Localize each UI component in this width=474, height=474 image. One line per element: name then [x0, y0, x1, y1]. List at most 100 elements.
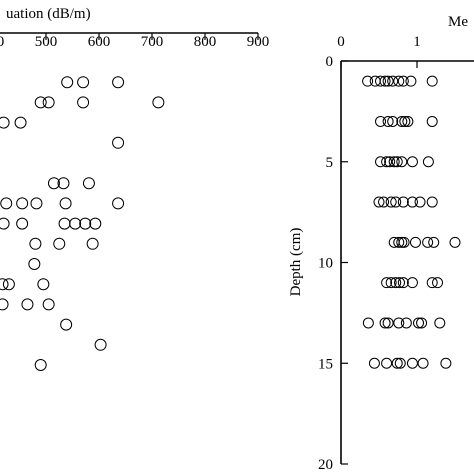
right-data-point — [375, 75, 387, 87]
right-data-point — [416, 317, 428, 329]
right-data-point — [398, 236, 410, 248]
right-data-point — [379, 317, 391, 329]
left-data-point — [42, 96, 55, 109]
left-x-tick-label: 600 — [88, 34, 111, 50]
right-y-tick-label: 10 — [318, 256, 333, 272]
right-data-point — [414, 196, 426, 208]
left-x-tick-label: 700 — [141, 34, 164, 50]
right-data-point — [406, 357, 418, 369]
left-data-point — [21, 298, 34, 311]
left-data-point — [86, 237, 99, 250]
right-data-point — [378, 196, 390, 208]
left-data-point — [29, 237, 42, 250]
left-data-point — [16, 217, 29, 230]
left-data-point — [60, 318, 73, 331]
left-data-point — [0, 298, 9, 311]
left-data-point — [0, 197, 13, 210]
right-data-point — [399, 115, 411, 127]
left-x-ticks: 00400500600700800900 — [0, 33, 269, 50]
right-data-point — [434, 317, 446, 329]
left-data-point — [0, 278, 9, 291]
right-data-point — [397, 277, 409, 289]
right-data-point — [362, 317, 374, 329]
right-data-point — [390, 196, 402, 208]
left-data-point — [34, 359, 47, 371]
right-data-point — [426, 115, 438, 127]
right-data-point — [440, 357, 452, 369]
right-data-point — [391, 156, 403, 168]
right-data-point — [396, 156, 408, 168]
right-data-point — [422, 236, 434, 248]
right-data-point — [406, 156, 418, 168]
right-data-point — [400, 317, 412, 329]
right-data-point — [373, 196, 385, 208]
right-data-point — [384, 156, 396, 168]
right-data-point — [387, 115, 399, 127]
right-data-point — [428, 236, 440, 248]
right-data-point — [368, 357, 380, 369]
left-data-point — [77, 76, 90, 89]
left-data-point — [59, 197, 72, 210]
right-x-tick-label: 0 — [337, 34, 345, 50]
left-data-point — [77, 96, 90, 109]
right-data-point — [393, 317, 405, 329]
right-data-point — [413, 317, 425, 329]
left-data-point — [53, 237, 66, 250]
left-x-tick-label: 500 — [35, 34, 58, 50]
right-data-point — [382, 75, 394, 87]
right-data-point — [426, 75, 438, 87]
left-panel: uation (dB/m) 00400500600700800900 — [0, 6, 269, 371]
right-y-tick-label: 0 — [326, 54, 334, 70]
right-y-ticks: 0 5 10 15 20 — [318, 54, 348, 473]
left-data-point — [0, 116, 10, 129]
right-panel-title: Me — [448, 14, 468, 30]
right-data-point — [432, 277, 444, 289]
right-data-point — [449, 236, 461, 248]
right-data-point — [390, 277, 402, 289]
left-data-point — [16, 197, 29, 210]
right-data-point — [381, 277, 393, 289]
right-data-point — [402, 115, 414, 127]
left-data-point — [112, 76, 125, 89]
right-data-point — [393, 236, 405, 248]
right-data-point — [379, 75, 391, 87]
right-data-point — [405, 75, 417, 87]
right-data-point — [382, 115, 394, 127]
right-points — [362, 75, 461, 369]
right-data-point — [381, 156, 393, 168]
left-data-point — [82, 177, 95, 190]
right-data-point — [381, 357, 393, 369]
left-data-point — [28, 258, 41, 270]
right-data-point — [426, 277, 438, 289]
right-data-point — [397, 196, 409, 208]
right-y-tick-label: 20 — [318, 457, 333, 473]
right-data-point — [394, 357, 406, 369]
right-y-tick-label: 15 — [318, 356, 333, 372]
left-data-point — [0, 217, 10, 230]
right-data-point — [362, 75, 374, 87]
right-data-point — [393, 75, 405, 87]
right-y-axis-label: Depth (cm) — [288, 228, 304, 297]
left-data-point — [42, 298, 55, 311]
left-data-point — [112, 197, 125, 210]
left-data-point — [69, 217, 82, 230]
right-y-tick-label: 5 — [326, 155, 334, 171]
left-data-point — [112, 136, 125, 149]
left-data-point — [14, 116, 27, 129]
left-data-point — [152, 96, 165, 109]
right-data-point — [391, 357, 403, 369]
left-data-point — [2, 278, 15, 291]
left-x-tick-label: 900 — [247, 34, 270, 50]
right-data-point — [382, 317, 394, 329]
right-data-point — [396, 115, 408, 127]
right-data-point — [397, 75, 409, 87]
left-data-point — [89, 217, 102, 230]
left-data-point — [79, 217, 92, 230]
left-data-point — [57, 177, 70, 190]
right-data-point — [385, 196, 397, 208]
right-data-point — [388, 156, 400, 168]
left-data-point — [58, 217, 71, 230]
